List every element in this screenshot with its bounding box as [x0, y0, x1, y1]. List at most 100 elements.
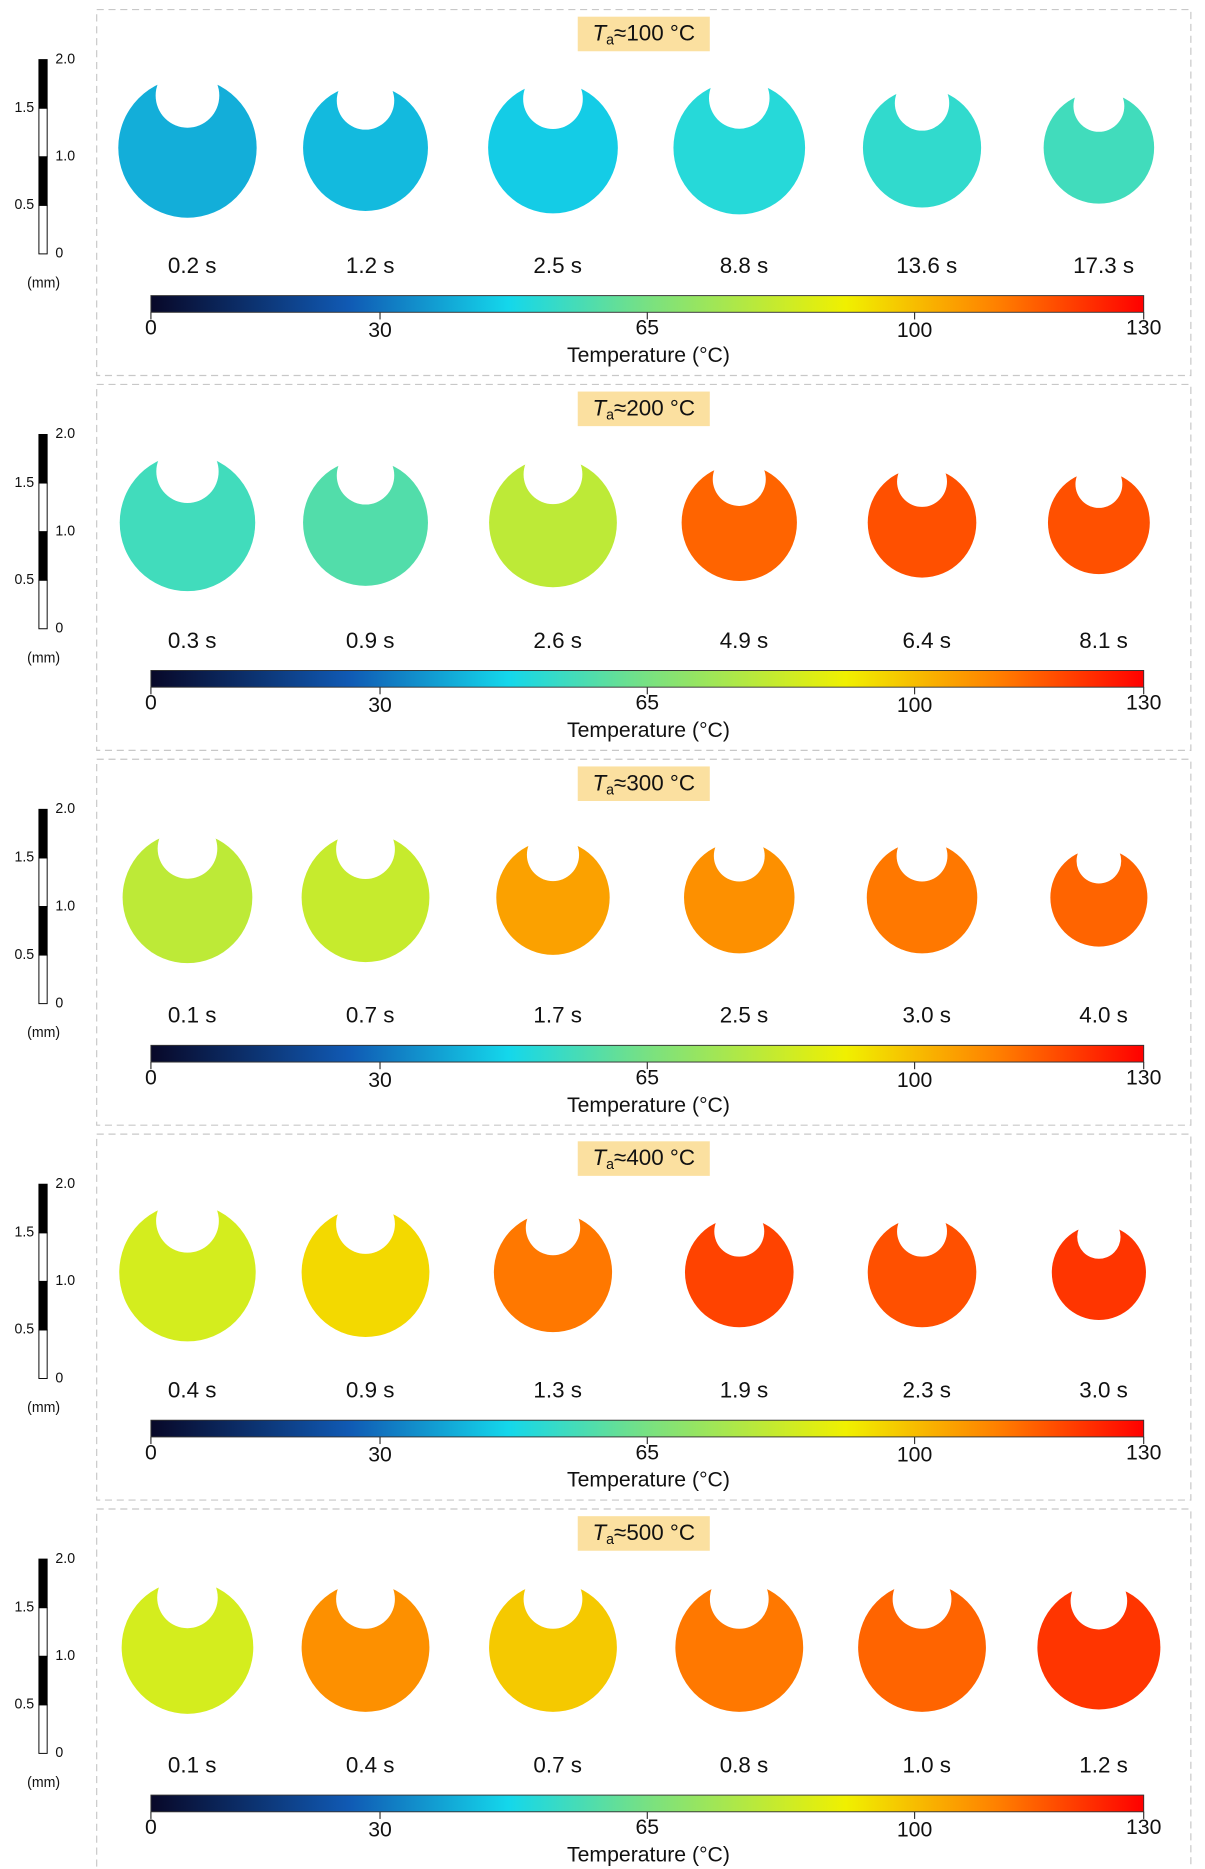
- droplet-notch: [156, 63, 220, 127]
- droplet-notch: [709, 67, 770, 128]
- time-label: 1.0 s: [902, 1752, 951, 1777]
- title-subscript: a: [606, 782, 614, 798]
- scale-segment: [39, 1281, 47, 1330]
- colorbar-tick-label: 130: [1126, 1815, 1162, 1839]
- colorbar: [151, 296, 1144, 313]
- title-subscript: a: [606, 407, 614, 423]
- scale-segment: [39, 858, 47, 907]
- droplet-notch: [157, 1567, 218, 1628]
- scale-tick-label: 1.0: [55, 898, 75, 914]
- title-text: ≈500 °C: [614, 1520, 695, 1545]
- scale-tick-label: 2.0: [55, 51, 75, 67]
- scale-segment: [39, 1330, 47, 1379]
- droplet-notch: [1077, 1215, 1120, 1259]
- droplet-notch: [1075, 461, 1122, 508]
- figure: Ta≈100 °C00.51.01.52.0(mm)0.2 s1.2 s2.5 …: [0, 0, 1205, 1869]
- droplet-notch: [895, 76, 949, 131]
- time-label: 2.5 s: [533, 253, 582, 278]
- scale-segment: [39, 1233, 47, 1282]
- time-label: 0.7 s: [346, 1003, 395, 1028]
- scale-unit: (mm): [27, 275, 60, 291]
- colorbar-tick-label: 65: [636, 316, 660, 340]
- scale-tick-label: 1.5: [15, 475, 35, 491]
- time-label: 8.8 s: [720, 253, 769, 278]
- colorbar-tick-label: 100: [897, 1443, 933, 1467]
- scale-segment: [39, 434, 47, 483]
- colorbar: [151, 1420, 1144, 1437]
- scale-segment: [39, 483, 47, 532]
- scale-tick-label: 0: [55, 1370, 63, 1386]
- colorbar-tick-label: 100: [897, 1817, 933, 1841]
- time-label: 2.3 s: [902, 1377, 951, 1402]
- time-label: 0.4 s: [168, 1377, 217, 1402]
- time-label: 1.7 s: [533, 1003, 582, 1028]
- scale-unit: (mm): [27, 1025, 60, 1041]
- time-label: 2.5 s: [720, 1003, 769, 1028]
- scale-segment: [39, 955, 47, 1004]
- colorbar-tick-label: 0: [145, 316, 157, 340]
- droplet-notch: [526, 1200, 580, 1255]
- colorbar-tick-label: 30: [368, 318, 392, 342]
- droplet-notch: [156, 1189, 219, 1252]
- title-text: ≈300 °C: [614, 770, 695, 795]
- time-label: 0.4 s: [346, 1752, 395, 1777]
- scale-tick-label: 2.0: [55, 1551, 75, 1567]
- time-label: 3.0 s: [1079, 1377, 1128, 1402]
- title-subscript: a: [606, 32, 614, 48]
- time-label: 1.9 s: [720, 1377, 769, 1402]
- scale-tick-label: 1.0: [55, 1648, 75, 1664]
- time-label: 0.1 s: [168, 1752, 217, 1777]
- colorbar-label: Temperature (°C): [567, 343, 730, 367]
- title-subscript: a: [606, 1157, 614, 1173]
- title-text: ≈400 °C: [614, 1145, 695, 1170]
- scale-unit: (mm): [27, 1400, 60, 1416]
- scale-segment: [39, 108, 47, 157]
- title-text: ≈200 °C: [614, 395, 695, 420]
- time-label: 0.9 s: [346, 1377, 395, 1402]
- droplet-notch: [714, 1206, 764, 1256]
- colorbar-tick-label: 30: [368, 1817, 392, 1841]
- scale-tick-label: 1.0: [55, 523, 75, 539]
- scale-tick-label: 2.0: [55, 801, 75, 817]
- colorbar-tick-label: 30: [368, 1068, 392, 1092]
- droplet-notch: [527, 828, 579, 881]
- scale-tick-label: 0.5: [15, 1697, 35, 1713]
- colorbar-label: Temperature (°C): [567, 1468, 730, 1492]
- droplet-notch: [336, 820, 395, 879]
- time-label: 4.0 s: [1079, 1003, 1128, 1028]
- scale-tick-label: 2.0: [55, 426, 75, 442]
- colorbar-tick-label: 65: [636, 1065, 660, 1089]
- scale-tick-label: 1.0: [55, 1273, 75, 1289]
- time-label: 0.2 s: [168, 253, 217, 278]
- time-label: 0.1 s: [168, 1003, 217, 1028]
- scale-segment: [39, 157, 47, 206]
- colorbar-tick-label: 65: [636, 690, 660, 714]
- time-label: 3.0 s: [902, 1003, 951, 1028]
- scale-segment: [39, 906, 47, 955]
- time-label: 0.8 s: [720, 1752, 769, 1777]
- time-label: 8.1 s: [1079, 628, 1128, 653]
- scale-tick-label: 0.5: [15, 197, 35, 213]
- colorbar-tick-label: 0: [145, 1440, 157, 1464]
- droplet-notch: [897, 1206, 947, 1256]
- scale-tick-label: 1.5: [15, 100, 35, 116]
- colorbar-tick-label: 30: [368, 1443, 392, 1467]
- time-label: 2.6 s: [533, 628, 582, 653]
- time-label: 4.9 s: [720, 628, 769, 653]
- time-label: 0.7 s: [533, 1752, 582, 1777]
- panel: Ta≈400 °C00.51.01.52.0(mm)0.4 s0.9 s1.3 …: [15, 1134, 1191, 1500]
- time-label: 6.4 s: [902, 628, 951, 653]
- colorbar-tick-label: 130: [1126, 690, 1162, 714]
- scale-unit: (mm): [27, 1775, 60, 1791]
- droplet-notch: [897, 830, 948, 881]
- droplet-notch: [336, 1194, 395, 1253]
- colorbar: [151, 670, 1144, 687]
- scale-tick-label: 0: [55, 1745, 63, 1761]
- droplet-notch: [337, 72, 394, 130]
- scale-tick-label: 0.5: [15, 947, 35, 963]
- colorbar-tick-label: 130: [1126, 1065, 1162, 1089]
- droplet-notch: [897, 456, 947, 506]
- droplet-notch: [710, 1569, 769, 1628]
- scale-segment: [39, 1656, 47, 1705]
- time-label: 17.3 s: [1073, 253, 1134, 278]
